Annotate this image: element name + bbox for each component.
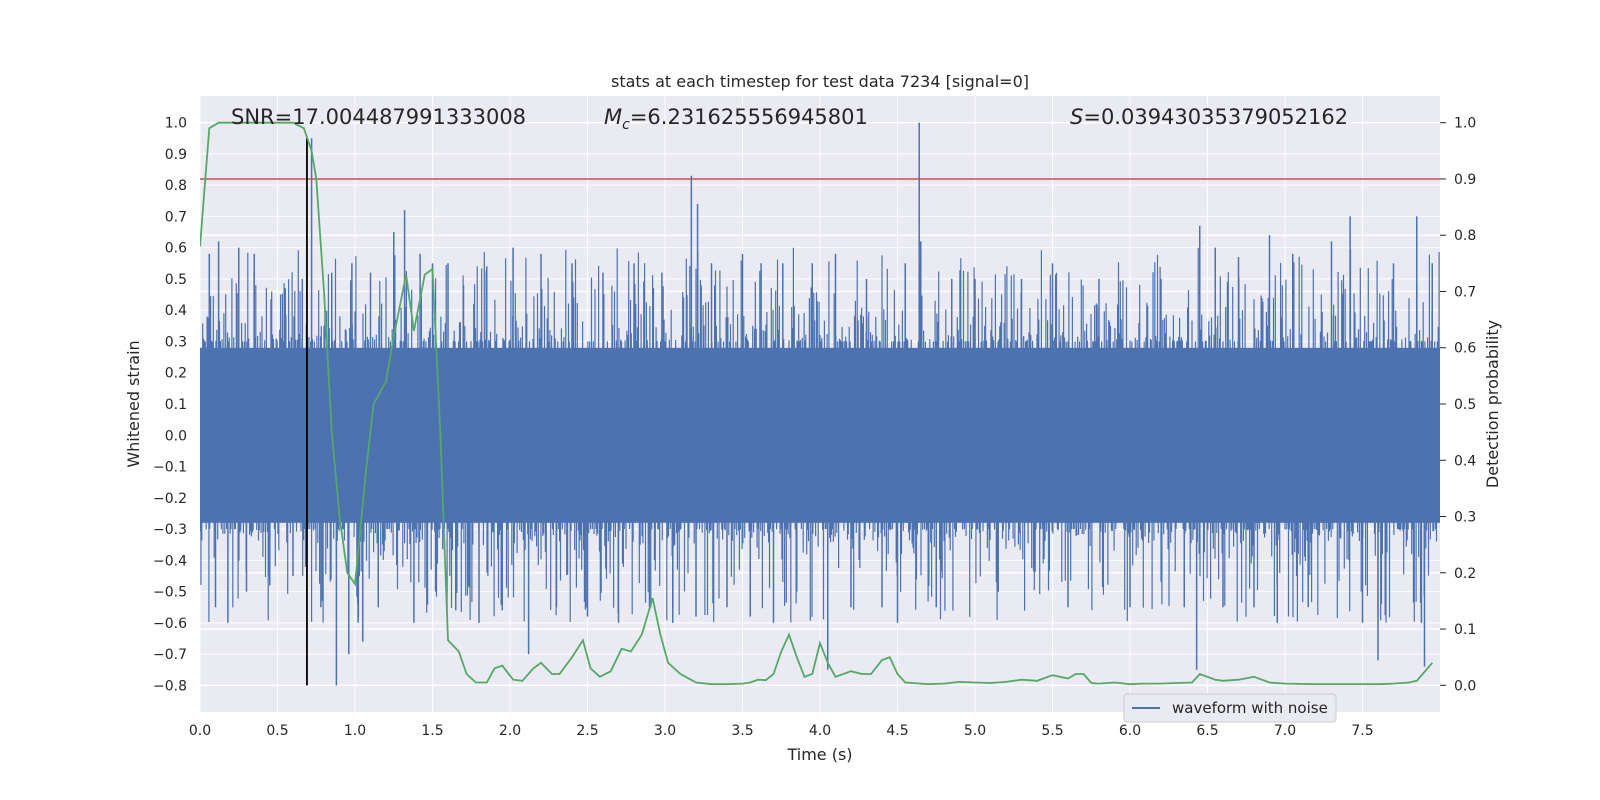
x-tick-label: 1.5 (421, 723, 443, 739)
s-annotation: S=0.03943035379052162 (1070, 105, 1348, 129)
x-tick-label: 2.0 (499, 723, 521, 739)
y2-tick-label: 0.2 (1454, 566, 1476, 582)
y-tick-label: 0.9 (165, 147, 187, 163)
y-tick-label: −0.3 (153, 522, 187, 538)
x-tick-label: 1.0 (344, 723, 366, 739)
y-tick-label: −0.1 (153, 460, 187, 476)
x-tick-label: 4.5 (886, 723, 908, 739)
y2-axis-label: Detection probability (1483, 320, 1502, 488)
y2-tick-label: 0.9 (1454, 172, 1476, 188)
y-tick-label: −0.7 (153, 647, 187, 663)
y2-ticks: 0.0 0.1 0.2 0.3 0.4 0.5 0.6 0.7 0.8 0.9 1.0 (1440, 116, 1476, 694)
x-tick-label: 3.5 (731, 723, 753, 739)
y-tick-label: −0.2 (153, 491, 187, 507)
x-axis-label: Time (s) (786, 745, 852, 764)
y2-tick-label: 0.8 (1454, 228, 1476, 244)
snr-annotation: SNR=17.004487991333008 (231, 105, 526, 129)
y-tick-label: −0.4 (153, 553, 187, 569)
y-tick-label: 0.6 (165, 241, 187, 257)
y-tick-label: 0.3 (165, 334, 187, 350)
x-tick-label: 2.5 (576, 723, 598, 739)
x-tick-label: 5.0 (964, 723, 986, 739)
y2-tick-label: 0.5 (1454, 397, 1476, 413)
y2-tick-label: 0.6 (1454, 341, 1476, 357)
x-tick-label: 6.5 (1196, 723, 1218, 739)
y-ticks: −0.8 −0.7 −0.6 −0.5 −0.4 −0.3 −0.2 −0.1 0.0 0.1 0.… (153, 116, 187, 695)
y-tick-label: 0.1 (165, 397, 187, 413)
y-tick-label: −0.8 (153, 678, 187, 694)
legend: waveform with noise (1123, 693, 1337, 723)
x-tick-label: 3.0 (654, 723, 676, 739)
x-tick-label: 7.5 (1351, 723, 1373, 739)
y-axis-label: Whitened strain (124, 340, 143, 467)
x-tick-label: 0.0 (189, 723, 211, 739)
x-tick-label: 7.0 (1274, 723, 1296, 739)
y-tick-label: 1.0 (165, 116, 187, 132)
y2-tick-label: 0.0 (1454, 678, 1476, 694)
overlay-lines (200, 121, 1440, 686)
x-tick-label: 5.5 (1041, 723, 1063, 739)
chart-title: stats at each timestep for test data 723… (611, 72, 1029, 91)
y2-tick-label: 1.0 (1454, 116, 1476, 132)
x-tick-label: 4.0 (809, 723, 831, 739)
legend-box (1123, 693, 1337, 723)
y2-tick-label: 0.7 (1454, 284, 1476, 300)
waveform-with-noise (200, 122, 1440, 686)
y2-tick-label: 0.1 (1454, 622, 1476, 638)
y-tick-label: −0.6 (153, 616, 187, 632)
x-tick-label: 6.0 (1119, 723, 1141, 739)
y-tick-label: 0.7 (165, 209, 187, 225)
y-tick-label: 0.0 (165, 428, 187, 444)
chirp-mass-annotation: Mc=6.231625556945801 (604, 105, 868, 133)
legend-label: waveform with noise (1172, 699, 1328, 717)
y2-tick-label: 0.3 (1454, 510, 1476, 526)
y-tick-label: 0.5 (165, 272, 187, 288)
y-tick-label: 0.2 (165, 366, 187, 382)
x-ticks: 0.0 0.5 1.0 1.5 2.0 2.5 3.0 3.5 4.0 4.5 5.0 5.5 6.0 6… (189, 723, 1374, 739)
y2-tick-label: 0.4 (1454, 453, 1476, 469)
y-tick-label: 0.8 (165, 178, 187, 194)
y-tick-label: 0.4 (165, 303, 187, 319)
y-tick-label: −0.5 (153, 585, 187, 601)
detection-probability-line (200, 121, 1433, 686)
x-tick-label: 0.5 (266, 723, 288, 739)
